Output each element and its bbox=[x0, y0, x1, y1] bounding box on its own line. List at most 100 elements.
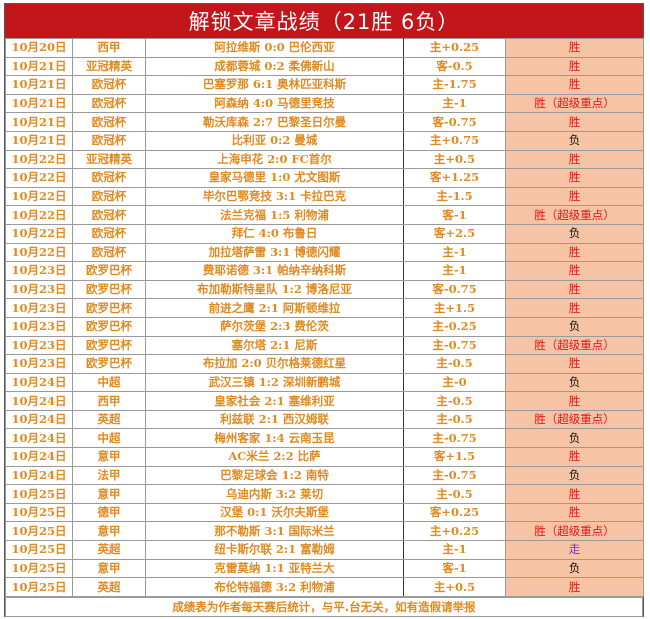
table-row: 10月23日 欧罗巴杯 布拉加 2:0 贝尔格莱德红星 主-0.5 胜 bbox=[5, 354, 644, 374]
league-cell: 德甲 bbox=[72, 502, 146, 523]
result-cell: 胜 bbox=[505, 354, 644, 374]
match-cell: 纽卡斯尔联 2:1 富勒姆 bbox=[145, 540, 404, 560]
date-cell: 10月21日 bbox=[5, 130, 73, 151]
result-cell: 胜 bbox=[505, 112, 644, 132]
handicap-cell: 主-1.5 bbox=[403, 186, 506, 207]
table-row: 10月20日 西甲 阿拉维斯 0:0 巴伦西亚 主+0.25 胜 bbox=[5, 38, 644, 58]
handicap-cell: 客+1.5 bbox=[403, 447, 506, 467]
match-cell: 梅州客家 1:4 云南玉昆 bbox=[145, 428, 404, 449]
handicap-cell: 主-1 bbox=[403, 93, 506, 114]
match-cell: 皇家社会 2:1 塞维利亚 bbox=[145, 391, 404, 411]
league-cell: 欧冠杯 bbox=[72, 186, 146, 207]
result-cell: 负 bbox=[505, 372, 644, 393]
record-table: 10月20日 西甲 阿拉维斯 0:0 巴伦西亚 主+0.25 胜 10月21日 亚冠精英 成都… bbox=[5, 38, 644, 597]
handicap-cell: 主-1 bbox=[403, 261, 506, 281]
table-row: 10月23日 欧罗巴杯 前进之鹰 2:1 阿斯顿维拉 主+1.5 胜 bbox=[5, 298, 644, 318]
league-cell: 中超 bbox=[72, 372, 146, 393]
result-cell: 胜 bbox=[505, 38, 644, 58]
result-cell: 胜 bbox=[505, 447, 644, 467]
league-cell: 欧罗巴杯 bbox=[72, 261, 146, 281]
match-cell: 克雷莫纳 1:1 亚特兰大 bbox=[145, 558, 404, 579]
table-row: 10月22日 欧冠杯 皇家马德里 1:0 尤文图斯 客+1.25 胜 bbox=[5, 168, 644, 188]
result-cell: 负 bbox=[505, 465, 644, 486]
handicap-cell: 主-1 bbox=[403, 242, 506, 263]
handicap-cell: 客-0.5 bbox=[403, 56, 506, 77]
result-cell: 胜 bbox=[505, 279, 644, 300]
result-cell: 负 bbox=[505, 130, 644, 151]
league-cell: 英超 bbox=[72, 409, 146, 430]
league-cell: 欧冠杯 bbox=[72, 112, 146, 132]
handicap-cell: 客-1 bbox=[403, 205, 506, 225]
league-cell: 欧罗巴杯 bbox=[72, 335, 146, 356]
table-row: 10月23日 欧罗巴杯 布加勒斯特星队 1:2 博洛尼亚 客-0.75 胜 bbox=[5, 279, 644, 300]
date-cell: 10月22日 bbox=[5, 205, 73, 225]
date-cell: 10月24日 bbox=[5, 409, 73, 430]
result-cell: 胜 bbox=[505, 186, 644, 207]
table-row: 10月22日 欧冠杯 加拉塔萨雷 3:1 博德闪耀 主-1 胜 bbox=[5, 242, 644, 263]
result-cell: 负 bbox=[505, 316, 644, 337]
page-title: 解锁文章战绩（21胜 6负） bbox=[5, 4, 643, 38]
league-cell: 欧罗巴杯 bbox=[72, 298, 146, 318]
date-cell: 10月22日 bbox=[5, 223, 73, 244]
result-cell: 负 bbox=[505, 223, 644, 244]
table-row: 10月23日 欧罗巴杯 费耶诺德 3:1 帕纳辛纳科斯 主-1 胜 bbox=[5, 261, 644, 281]
date-cell: 10月24日 bbox=[5, 447, 73, 467]
handicap-cell: 主+0.75 bbox=[403, 130, 506, 151]
handicap-cell: 主+1.5 bbox=[403, 298, 506, 318]
result-cell: 负 bbox=[505, 428, 644, 449]
date-cell: 10月21日 bbox=[5, 93, 73, 114]
result-cell: 胜 bbox=[505, 261, 644, 281]
match-cell: 成都蓉城 0:2 柔佛新山 bbox=[145, 56, 404, 77]
table-row: 10月24日 法甲 巴黎足球会 1:2 南特 主-0.75 负 bbox=[5, 465, 644, 486]
result-cell: 胜 bbox=[505, 298, 644, 318]
date-cell: 10月22日 bbox=[5, 168, 73, 188]
result-cell: 走 bbox=[505, 540, 644, 560]
league-cell: 亚冠精英 bbox=[72, 149, 146, 170]
match-cell: 费耶诺德 3:1 帕纳辛纳科斯 bbox=[145, 261, 404, 281]
match-cell: 布拉加 2:0 贝尔格莱德红星 bbox=[145, 354, 404, 374]
date-cell: 10月22日 bbox=[5, 149, 73, 170]
date-cell: 10月23日 bbox=[5, 261, 73, 281]
league-cell: 英超 bbox=[72, 540, 146, 560]
result-cell: 胜 bbox=[505, 391, 644, 411]
result-cell: 胜 bbox=[505, 502, 644, 523]
handicap-cell: 主-0.5 bbox=[403, 354, 506, 374]
table-row: 10月23日 欧罗巴杯 萨尔茨堡 2:3 费伦茨 主-0.25 负 bbox=[5, 316, 644, 337]
date-cell: 10月25日 bbox=[5, 577, 73, 597]
result-cell: 胜 bbox=[505, 484, 644, 504]
result-cell: 负 bbox=[505, 558, 644, 579]
handicap-cell: 客+0.25 bbox=[403, 502, 506, 523]
date-cell: 10月21日 bbox=[5, 56, 73, 77]
table-row: 10月25日 意甲 那不勒斯 3:1 国际米兰 主+0.25 胜（超级重点） bbox=[5, 521, 644, 542]
table-row: 10月22日 欧冠杯 拜仁 4:0 布鲁日 客+2.5 负 bbox=[5, 223, 644, 244]
date-cell: 10月23日 bbox=[5, 298, 73, 318]
date-cell: 10月22日 bbox=[5, 186, 73, 207]
match-cell: 萨尔茨堡 2:3 费伦茨 bbox=[145, 316, 404, 337]
table-row: 10月24日 西甲 皇家社会 2:1 塞维利亚 主-0.5 胜 bbox=[5, 391, 644, 411]
match-cell: 拜仁 4:0 布鲁日 bbox=[145, 223, 404, 244]
result-cell: 胜 bbox=[505, 56, 644, 77]
match-cell: 阿森纳 4:0 马德里竞技 bbox=[145, 93, 404, 114]
league-cell: 意甲 bbox=[72, 484, 146, 504]
handicap-cell: 主-0.75 bbox=[403, 335, 506, 356]
league-cell: 意甲 bbox=[72, 447, 146, 467]
table-row: 10月22日 欧冠杯 毕尔巴鄂竞技 3:1 卡拉巴克 主-1.5 胜 bbox=[5, 186, 644, 207]
table-row: 10月22日 亚冠精英 上海申花 2:0 FC首尔 主+0.5 胜 bbox=[5, 149, 644, 170]
league-cell: 欧冠杯 bbox=[72, 205, 146, 225]
handicap-cell: 主-0.75 bbox=[403, 465, 506, 486]
match-cell: 乌迪内斯 3:2 莱切 bbox=[145, 484, 404, 504]
result-cell: 胜（超级重点） bbox=[505, 335, 644, 356]
date-cell: 10月25日 bbox=[5, 484, 73, 504]
league-cell: 亚冠精英 bbox=[72, 56, 146, 77]
result-cell: 胜（超级重点） bbox=[505, 409, 644, 430]
date-cell: 10月23日 bbox=[5, 354, 73, 374]
match-cell: 巴塞罗那 6:1 奥林匹亚科斯 bbox=[145, 75, 404, 95]
league-cell: 欧冠杯 bbox=[72, 223, 146, 244]
handicap-cell: 主-0 bbox=[403, 372, 506, 393]
handicap-cell: 主-0.5 bbox=[403, 484, 506, 504]
handicap-cell: 客+2.5 bbox=[403, 223, 506, 244]
league-cell: 西甲 bbox=[72, 38, 146, 58]
match-cell: 布加勒斯特星队 1:2 博洛尼亚 bbox=[145, 279, 404, 300]
match-cell: 武汉三镇 1:2 深圳新鹏城 bbox=[145, 372, 404, 393]
match-cell: 汉堡 0:1 沃尔夫斯堡 bbox=[145, 502, 404, 523]
